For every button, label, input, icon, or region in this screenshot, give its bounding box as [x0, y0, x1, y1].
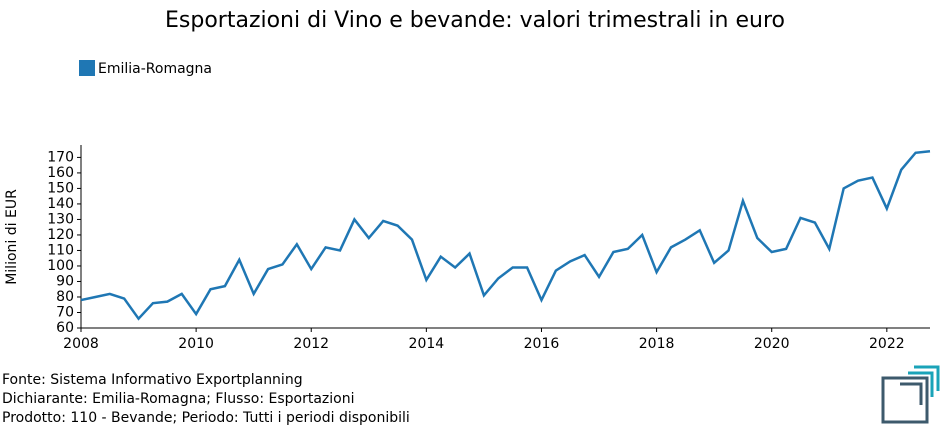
- x-tick-label: 2016: [524, 336, 560, 352]
- x-tick-label: 2010: [178, 336, 214, 352]
- x-tick-label: 2012: [293, 336, 329, 352]
- y-axis-label: Milioni di EUR: [4, 189, 20, 285]
- x-tick-label: 2020: [754, 336, 790, 352]
- line: [80, 149, 931, 321]
- y-tick-label: 60: [56, 320, 74, 336]
- y-tick-label: 90: [56, 273, 74, 289]
- x-tick-label: 2008: [63, 336, 99, 352]
- y-tick-label: 80: [56, 289, 74, 305]
- legend-swatch: [79, 60, 95, 76]
- y-tick-label: 110: [47, 242, 74, 258]
- logo: [881, 365, 940, 424]
- y-tick-label: 150: [47, 180, 74, 196]
- chart-title: Esportazioni di Vino e bevande: valori t…: [165, 8, 785, 33]
- y-tick-label: 160: [47, 165, 74, 181]
- x-tick-label: 2014: [409, 336, 445, 352]
- y-tick-label: 120: [47, 227, 74, 243]
- x-tick-label: 2018: [639, 336, 675, 352]
- y-tick-label: 100: [47, 258, 74, 274]
- y-tick-label: 170: [47, 149, 74, 165]
- legend-label: Emilia-Romagna: [98, 61, 212, 77]
- y-tick-label: 70: [56, 304, 74, 320]
- y-tick-label: 140: [47, 196, 74, 212]
- footer-line: Dichiarante: Emilia-Romagna; Flusso: Esp…: [2, 391, 354, 407]
- footer-line: Fonte: Sistema Informativo Exportplannin…: [2, 372, 303, 388]
- y-tick-label: 130: [47, 211, 74, 227]
- x-tick-label: 2022: [869, 336, 905, 352]
- footer-line: Prodotto: 110 - Bevande; Periodo: Tutti …: [2, 410, 410, 426]
